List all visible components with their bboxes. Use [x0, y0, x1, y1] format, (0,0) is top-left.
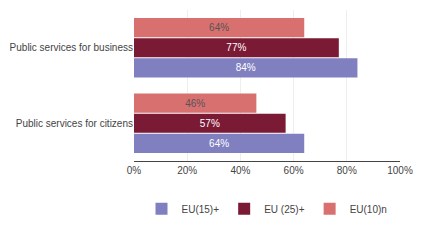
svg-text:84%: 84%	[236, 62, 256, 73]
svg-text:80%: 80%	[337, 165, 357, 176]
svg-text:EU(15)+: EU(15)+	[182, 204, 220, 215]
svg-text:40%: 40%	[230, 165, 250, 176]
svg-text:Public services for business: Public services for business	[10, 42, 133, 53]
svg-text:0%: 0%	[127, 165, 142, 176]
svg-text:100%: 100%	[387, 165, 413, 176]
svg-text:20%: 20%	[177, 165, 197, 176]
svg-text:60%: 60%	[284, 165, 304, 176]
svg-text:46%: 46%	[185, 98, 205, 109]
svg-text:Public services for citizens: Public services for citizens	[16, 118, 133, 129]
svg-text:EU (25)+: EU (25)+	[264, 204, 304, 215]
svg-text:EU(10)n: EU(10)n	[350, 204, 387, 215]
svg-text:64%: 64%	[209, 138, 229, 149]
svg-text:64%: 64%	[209, 22, 229, 33]
svg-text:77%: 77%	[226, 42, 246, 53]
svg-text:57%: 57%	[200, 118, 220, 129]
